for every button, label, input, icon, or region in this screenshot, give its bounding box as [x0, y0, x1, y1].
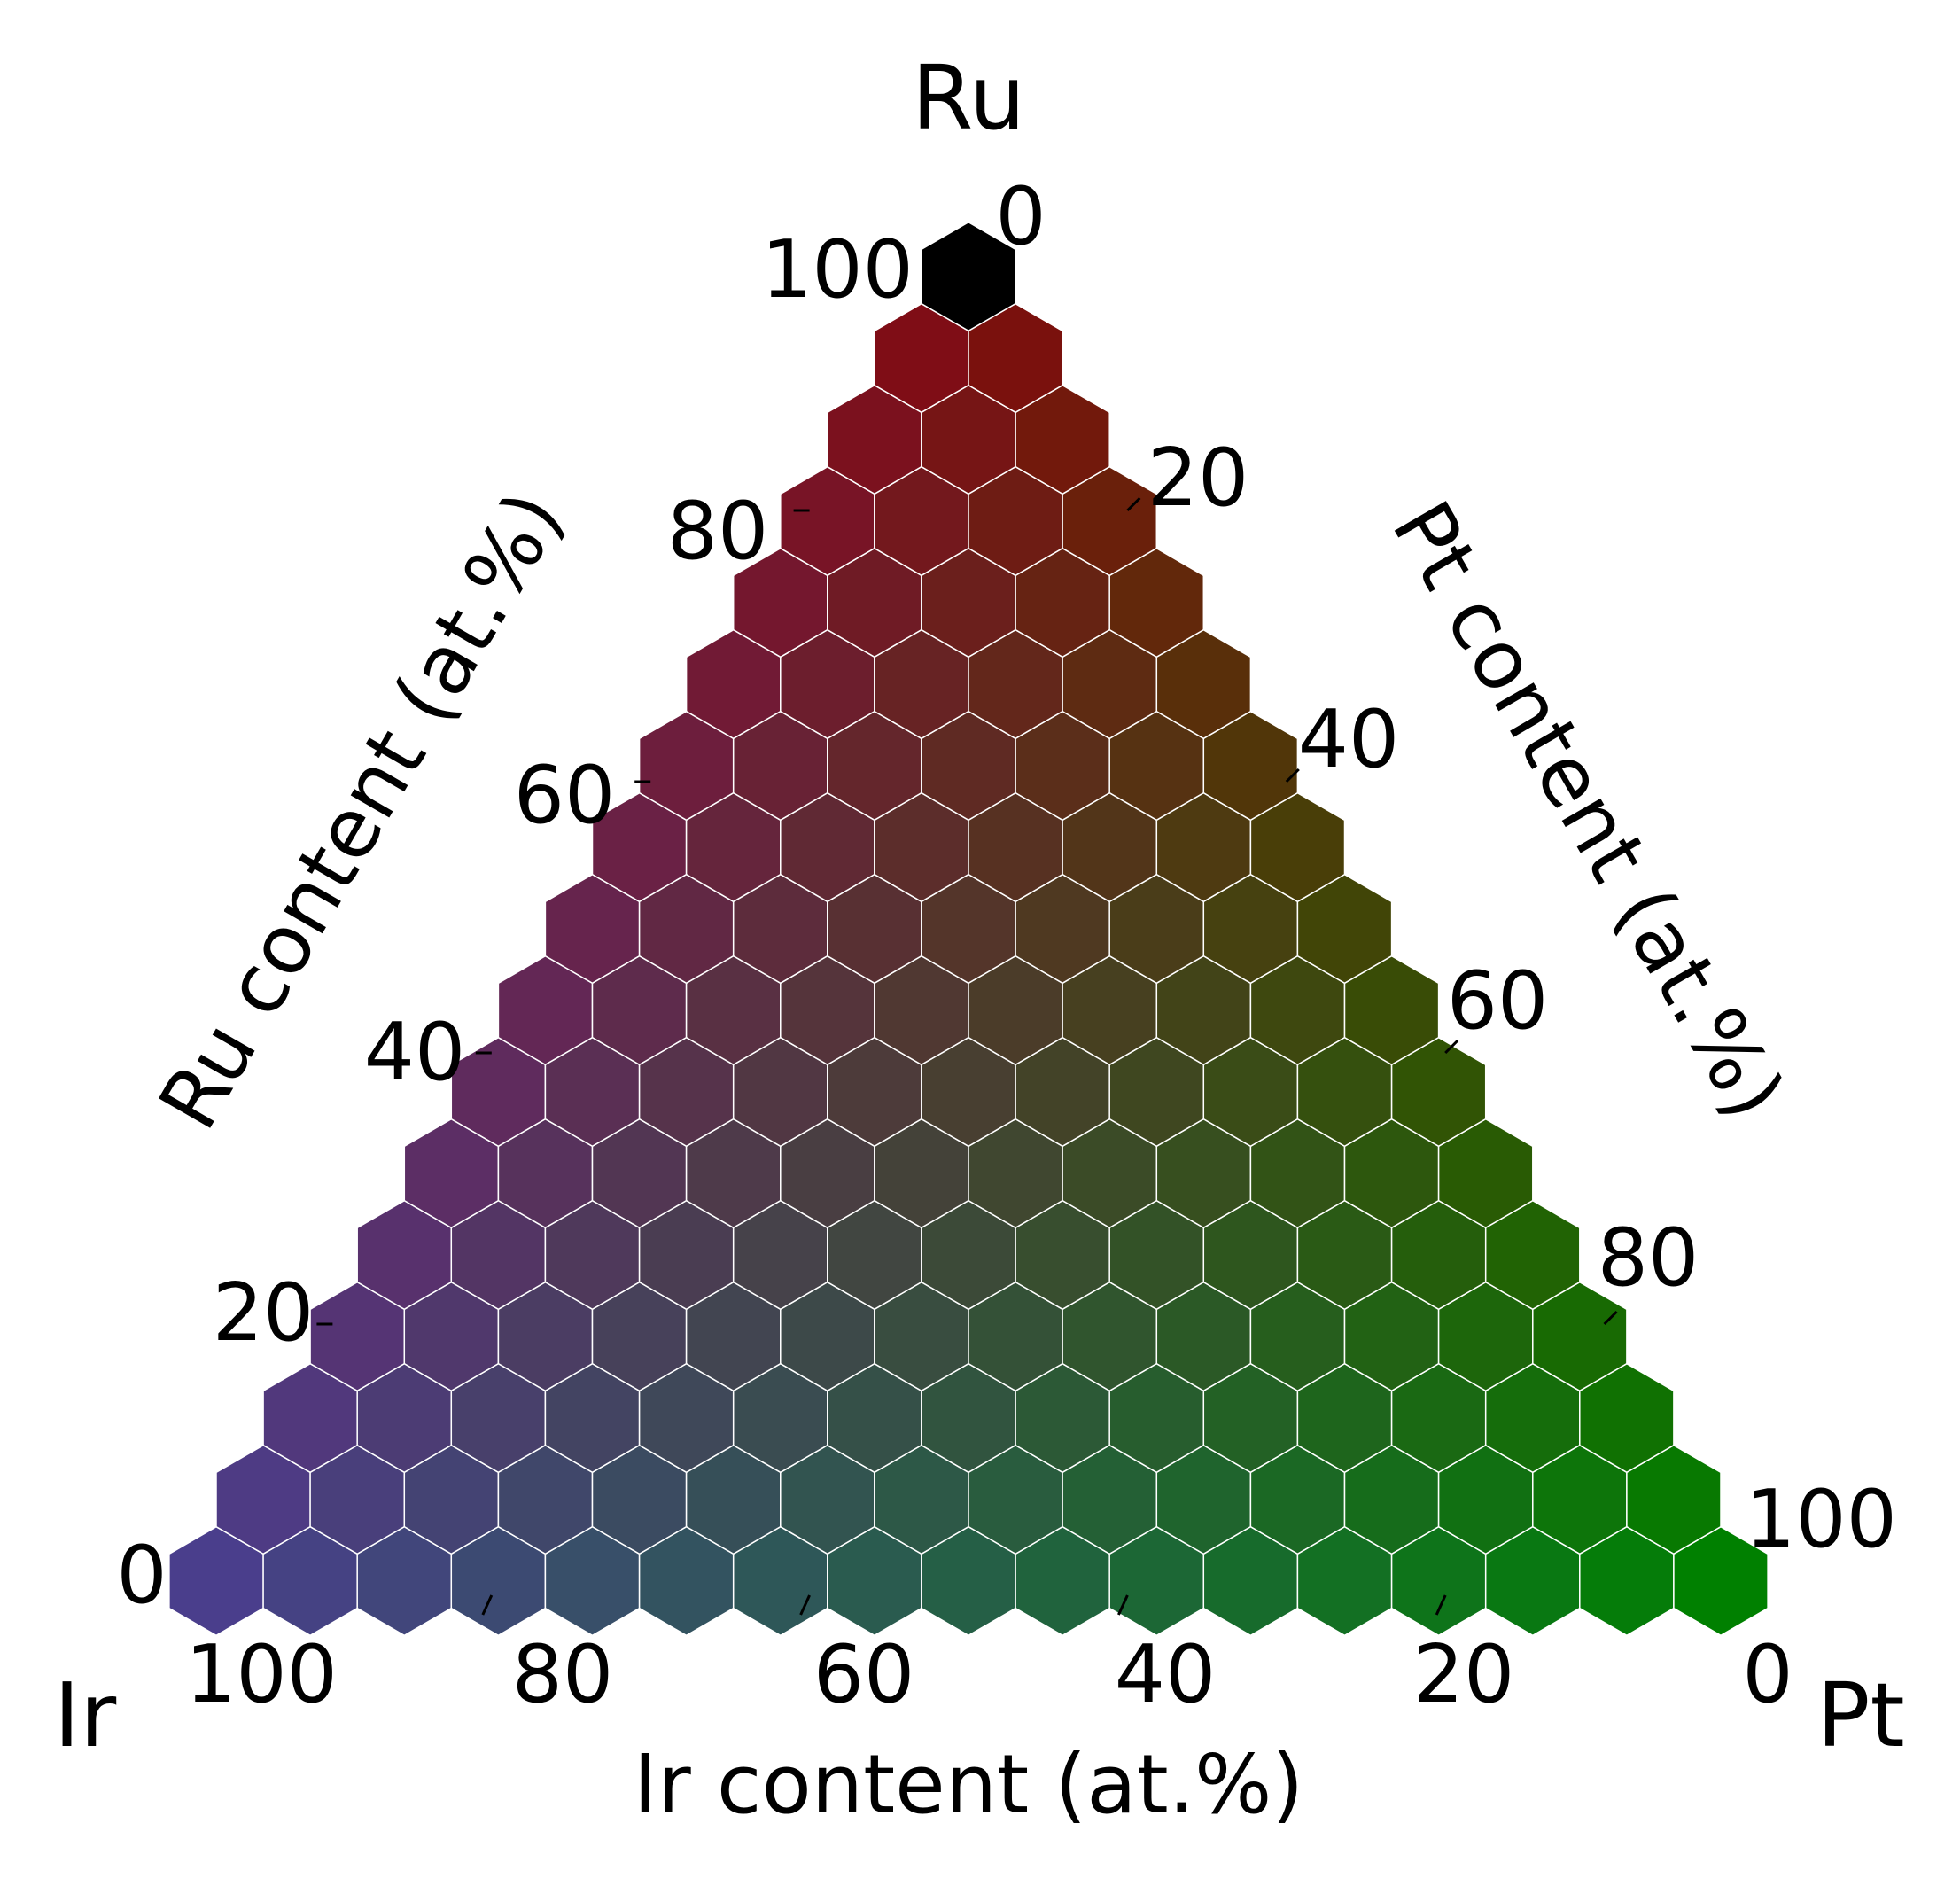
hex-cell — [921, 221, 1016, 332]
left-axis-tick: 0 — [116, 1529, 167, 1622]
left-axis-tick: 80 — [667, 485, 769, 578]
right-axis-tick: 100 — [1745, 1473, 1897, 1566]
right-axis-tick: 0 — [995, 170, 1046, 263]
tick-mark — [1435, 1594, 1447, 1616]
tick-mark — [1444, 1039, 1459, 1055]
left-axis-tick: 20 — [213, 1266, 315, 1360]
tick-mark — [799, 1594, 811, 1616]
corner-label-ir: Ir — [54, 1664, 117, 1767]
tick-mark — [1126, 496, 1141, 512]
right-axis-tick: 40 — [1298, 693, 1400, 786]
right-axis-tick: 80 — [1598, 1212, 1699, 1305]
bottom-axis-tick: 40 — [1115, 1628, 1217, 1721]
bottom-axis-label: Ir content (at.%) — [634, 1737, 1304, 1832]
tick-mark — [1117, 1594, 1129, 1616]
left-axis-tick: 40 — [364, 1006, 466, 1099]
tick-mark — [481, 1594, 494, 1616]
corner-label-ru: Ru — [912, 46, 1025, 150]
bottom-axis-tick: 60 — [813, 1628, 915, 1721]
right-axis-tick: 60 — [1447, 955, 1549, 1048]
corner-label-pt: Pt — [1816, 1664, 1905, 1767]
bottom-axis-tick: 20 — [1413, 1628, 1515, 1721]
bottom-axis-tick: 80 — [512, 1628, 614, 1721]
tick-mark — [1285, 768, 1300, 783]
bottom-axis-tick: 100 — [185, 1628, 338, 1721]
bottom-axis-tick: 0 — [1742, 1628, 1793, 1721]
left-axis-tick: 100 — [761, 223, 914, 316]
tick-mark — [1603, 1310, 1618, 1326]
left-axis-tick: 60 — [514, 749, 616, 842]
right-axis-tick: 20 — [1147, 432, 1249, 525]
hexbin-cells — [168, 221, 1769, 1637]
tick-marks — [316, 496, 1618, 1616]
